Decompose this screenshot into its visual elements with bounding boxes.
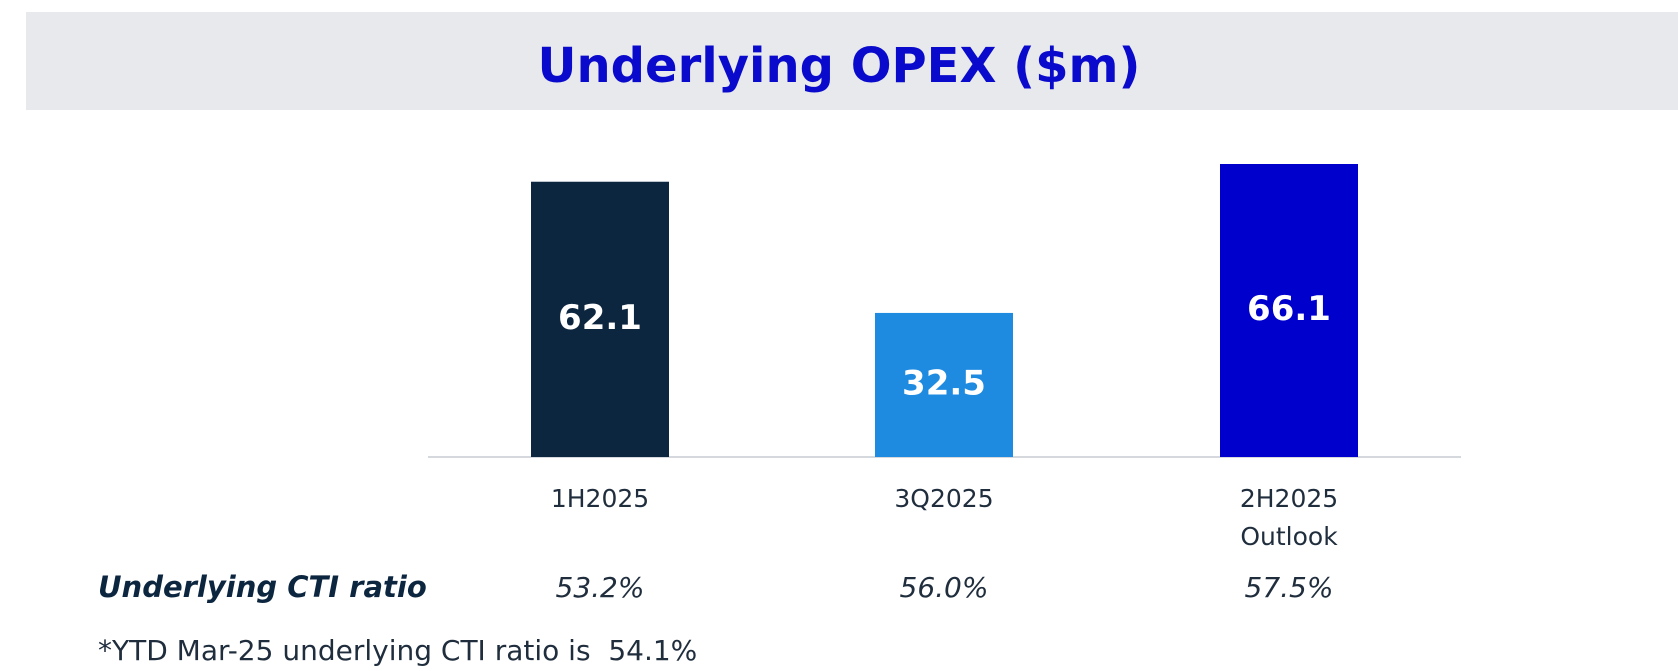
title-band: [26, 12, 1678, 110]
x-tick-label: 3Q2025: [894, 484, 994, 513]
ratio-value: 57.5%: [1244, 571, 1334, 604]
x-tick-label: 1H2025: [550, 484, 650, 513]
value-label: 62.1: [558, 298, 642, 338]
bar: [531, 181, 669, 457]
value-label: 32.5: [902, 363, 986, 403]
chart-title: Underlying OPEX ($m): [537, 38, 1141, 94]
value-label: 66.1: [1247, 289, 1331, 329]
bar: [875, 312, 1013, 457]
x-tick-label: 2H2025 Outlook: [1239, 484, 1339, 551]
bar: [1220, 164, 1358, 457]
ratio-value: 56.0%: [899, 571, 989, 604]
ratio-label: Underlying CTI ratio: [98, 570, 427, 604]
footnote: *YTD Mar-25 underlying CTI ratio is 54.1…: [98, 634, 698, 667]
ratio-value: 53.2%: [555, 571, 645, 604]
